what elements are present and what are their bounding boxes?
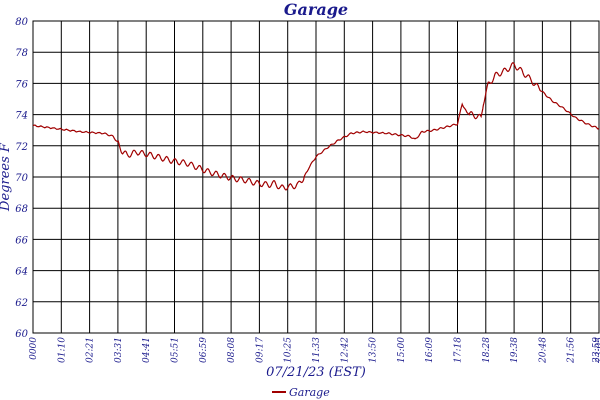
- x-tick-label: 05:51: [171, 337, 181, 363]
- grid: [32, 20, 600, 334]
- x-tick-label: 10:25: [284, 337, 294, 363]
- x-tick-labels: 0000 01:10 02:21 03:31 04:41 05:51 06:59 08:08 0…: [29, 337, 600, 364]
- x-tick-label: 20:48: [538, 337, 548, 364]
- x-tick-label: 18:28: [482, 337, 492, 363]
- legend-label: Garage: [289, 386, 330, 399]
- y-tick-label: 72: [15, 142, 28, 153]
- x-tick-label: 03:31: [114, 337, 124, 363]
- x-tick-label: 23:05: [595, 337, 600, 364]
- x-tick-label: 11:33: [312, 337, 322, 363]
- y-tick-label: 66: [15, 235, 28, 246]
- x-tick-label: 19:38: [510, 337, 520, 363]
- chart-title: Garage: [284, 0, 348, 19]
- x-tick-label: 02:21: [86, 337, 96, 363]
- x-tick-label: 08:08: [227, 337, 237, 363]
- y-tick-label: 76: [15, 79, 28, 90]
- x-tick-label: 12:42: [340, 337, 350, 363]
- x-tick-label: 15:00: [397, 337, 407, 363]
- y-tick-label: 64: [15, 267, 28, 278]
- y-tick-labels: 60 62 64 66 68 70 72 74 76 78 80: [15, 17, 28, 340]
- x-tick-label: 21:56: [567, 337, 577, 364]
- y-tick-label: 80: [15, 17, 28, 28]
- x-tick-label: 23:59: [592, 337, 600, 364]
- x-tick-label: 0000: [29, 337, 39, 360]
- y-tick-label: 68: [15, 204, 28, 215]
- x-tick-label: 13:50: [369, 337, 379, 363]
- y-tick-label: 78: [15, 48, 28, 59]
- x-tick-label: 04:41: [142, 337, 152, 363]
- series-layer: [32, 62, 600, 191]
- y-axis-label: Degrees F: [0, 142, 13, 212]
- y-tick-label: 60: [15, 329, 28, 340]
- x-tick-label: 06:59: [199, 337, 209, 363]
- x-axis-label: 07/21/23 (EST): [266, 365, 366, 380]
- x-tick-label: 17:18: [454, 337, 464, 363]
- legend: Garage: [272, 386, 330, 399]
- series-line-garage: [32, 62, 600, 191]
- x-tick-label: 01:10: [57, 337, 67, 363]
- x-tick-label: 16:09: [425, 337, 435, 363]
- y-tick-label: 74: [15, 111, 28, 122]
- y-tick-label: 62: [15, 298, 28, 309]
- y-tick-label: 70: [15, 173, 28, 184]
- x-tick-label: 09:17: [255, 337, 265, 363]
- plot-frame: [32, 20, 600, 334]
